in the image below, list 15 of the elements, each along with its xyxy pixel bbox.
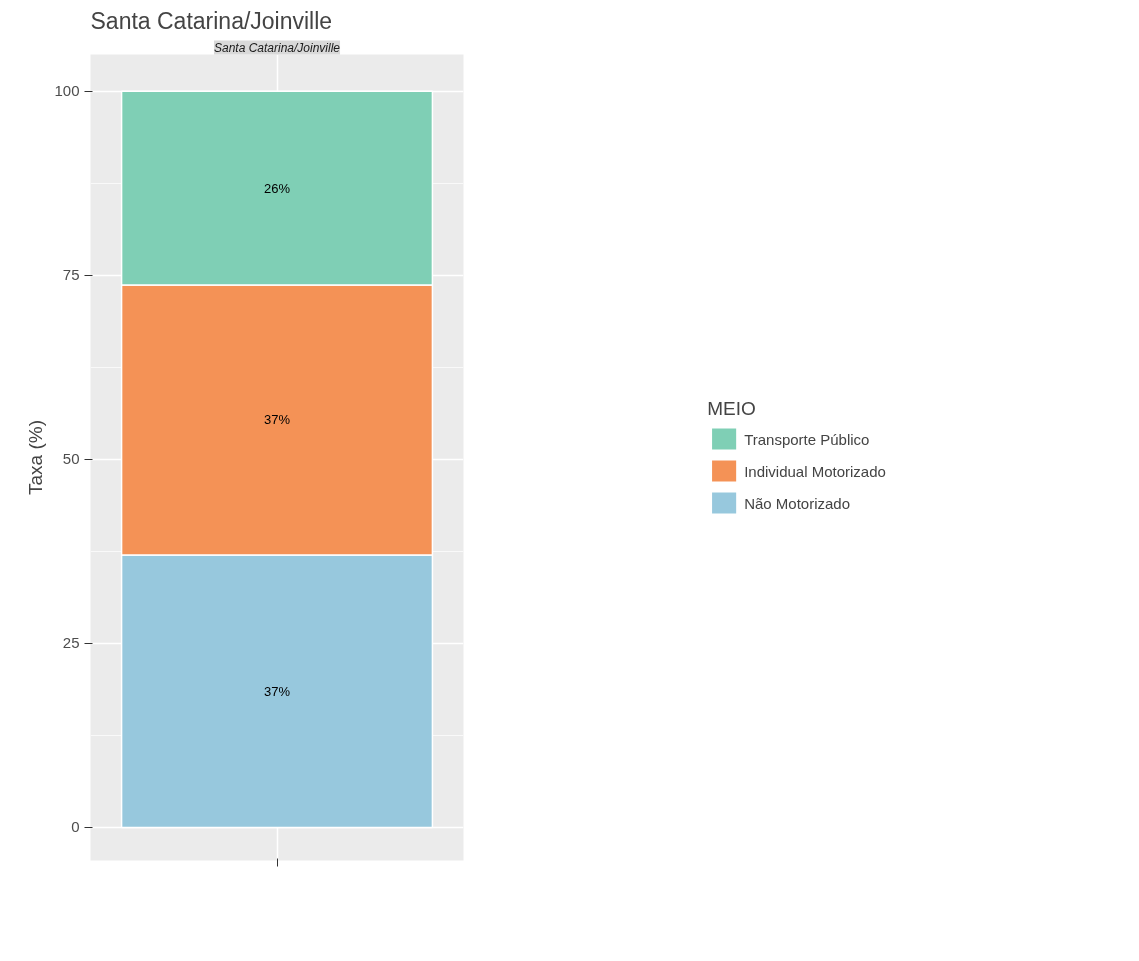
y-tick-label: 0 (71, 818, 80, 836)
y-tick-label: 25 (62, 634, 80, 652)
y-tick-label: 50 (62, 450, 80, 468)
legend-label: Não Motorizado (744, 494, 851, 511)
data-label: 26% (263, 180, 291, 196)
legend-title: MEIO (707, 397, 757, 420)
y-tick-label: 100 (54, 82, 80, 100)
chart-subtitle: Santa Catarina/Joinville (213, 40, 341, 55)
legend-label: Transporte Público (744, 430, 870, 447)
chart-title: Santa Catarina/Joinville (90, 7, 333, 34)
data-label: 37% (263, 683, 291, 699)
y-axis-title: Taxa (%) (25, 420, 47, 495)
legend-label: Individual Motorizado (744, 462, 886, 479)
data-label: 37% (263, 412, 291, 428)
y-tick-label: 75 (62, 266, 80, 284)
